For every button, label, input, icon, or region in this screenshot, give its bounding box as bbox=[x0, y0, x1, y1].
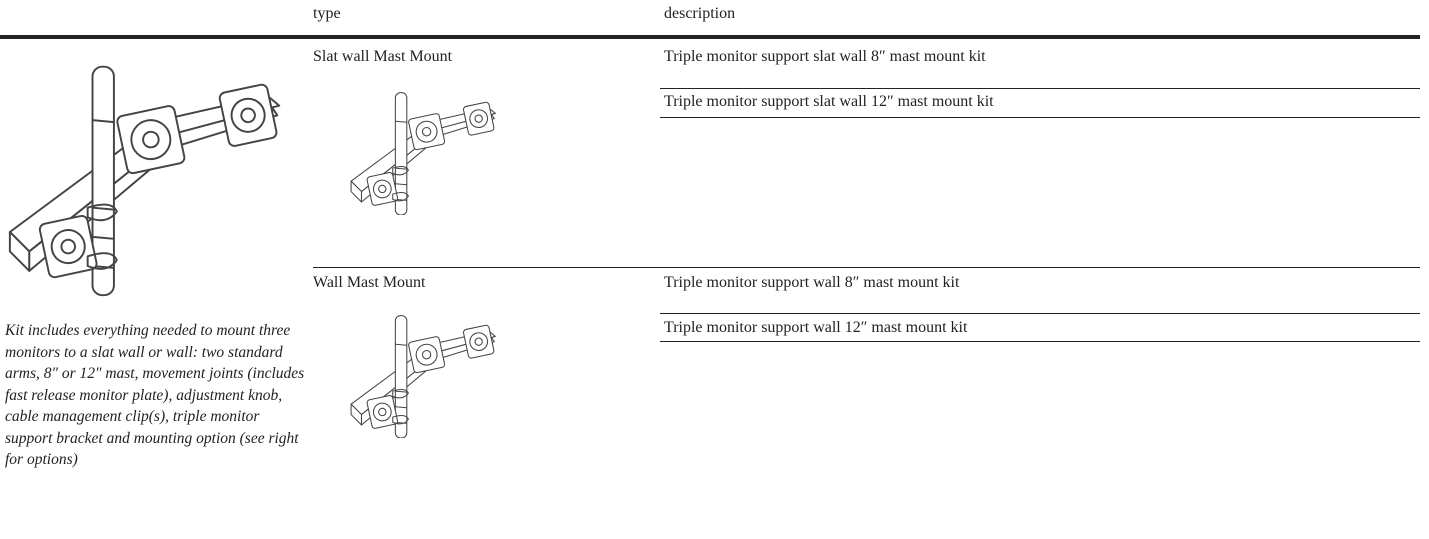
row-rule bbox=[660, 117, 1420, 118]
row-rule bbox=[660, 88, 1420, 89]
description: Triple monitor support wall 8″ mast moun… bbox=[664, 274, 960, 291]
type-label: Slat wall Mast Mount bbox=[313, 48, 453, 65]
column-header: type bbox=[313, 5, 341, 22]
description: Triple monitor support slat wall 8″ mast… bbox=[664, 48, 986, 65]
description: Triple monitor support slat wall 12″ mas… bbox=[664, 93, 994, 110]
column-header: description bbox=[664, 5, 736, 22]
product-image bbox=[5, 60, 287, 297]
row-rule bbox=[660, 341, 1420, 342]
type-image bbox=[334, 313, 514, 438]
group-rule bbox=[313, 267, 1420, 268]
caption: Kit includes everything needed to mount … bbox=[5, 322, 305, 468]
type-image bbox=[334, 90, 514, 215]
description: Triple monitor support wall 12″ mast mou… bbox=[664, 319, 968, 336]
header-rule bbox=[0, 35, 1420, 39]
type-label: Wall Mast Mount bbox=[313, 274, 426, 291]
row-rule bbox=[660, 313, 1420, 314]
